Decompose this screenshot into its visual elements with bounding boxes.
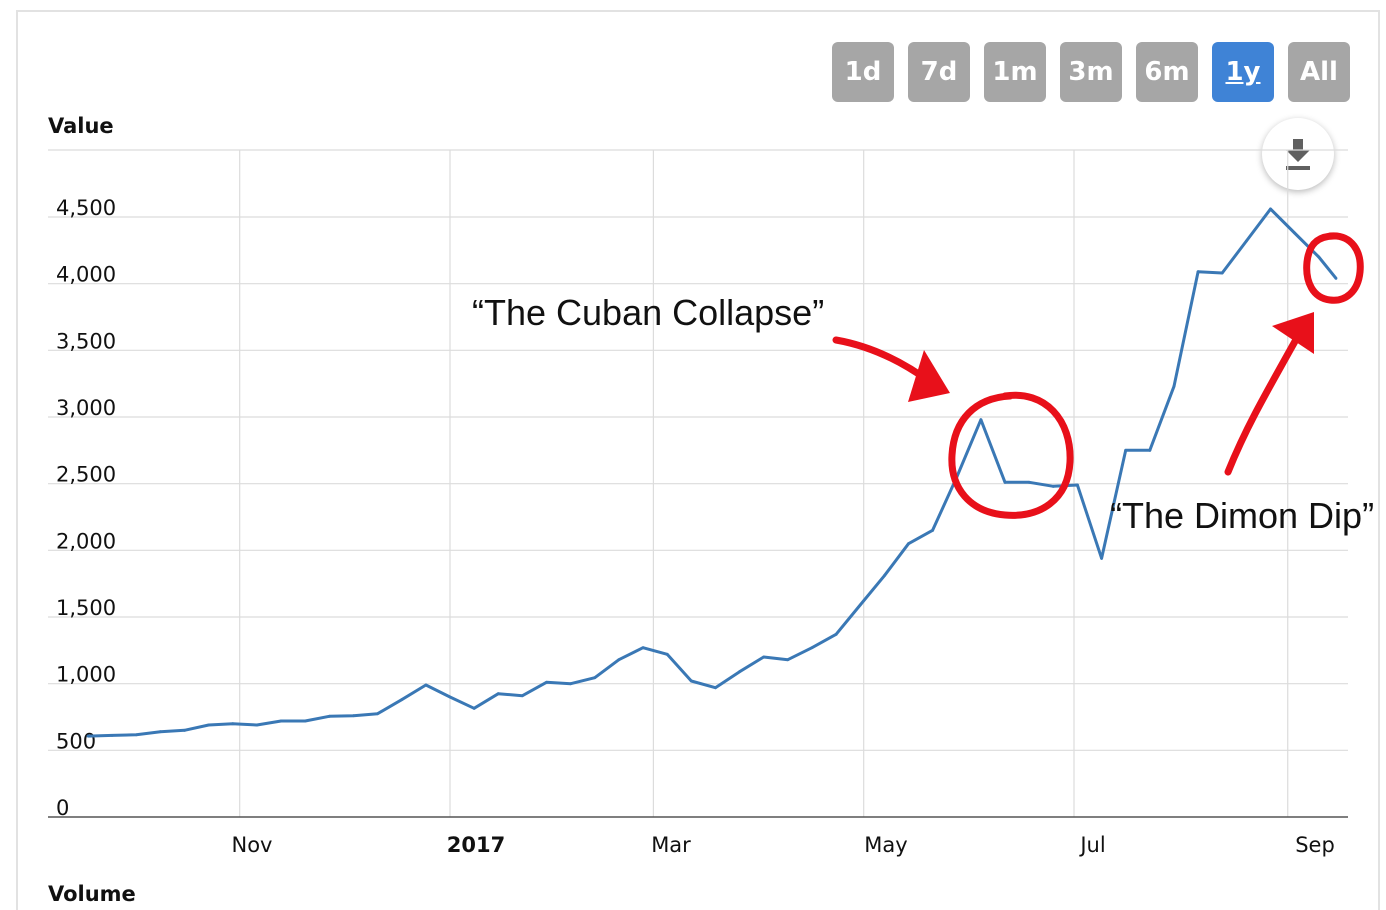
data-point (593, 676, 597, 680)
data-point (882, 574, 886, 578)
data-point (1003, 480, 1007, 484)
data-point (665, 652, 669, 656)
data-point (641, 646, 645, 650)
data-point (255, 723, 259, 727)
x-axis-ticks: Nov 2017 Mar May Jul Sep (232, 833, 1335, 857)
x-tick-label: May (864, 833, 907, 857)
data-point (617, 658, 621, 662)
annotation-circle-cuban (948, 391, 1074, 519)
y-axis-ticks: 0 500 1,000 1,500 2,000 2,500 3,000 3,500 4,000 4… (56, 196, 116, 820)
data-point (1124, 448, 1128, 452)
data-point (1334, 276, 1338, 280)
data-point (520, 694, 524, 698)
annotation-arrowhead-dimon (1272, 312, 1314, 354)
data-point (327, 714, 331, 718)
data-point (569, 682, 573, 686)
data-point (1076, 483, 1079, 487)
range-button-1d[interactable]: 1d (832, 42, 894, 102)
data-point (279, 719, 283, 723)
data-point (714, 686, 717, 690)
data-point (1027, 480, 1031, 484)
chart-frame (16, 10, 1380, 910)
data-point (1100, 556, 1103, 560)
data-point (158, 730, 162, 734)
range-button-7d[interactable]: 7d (908, 42, 970, 102)
range-button-1y[interactable]: 1y (1212, 42, 1274, 102)
data-point (352, 714, 355, 718)
x-tick-label: Jul (1078, 833, 1105, 857)
data-point (448, 695, 452, 699)
y-tick-label: 500 (56, 729, 96, 753)
data-point (400, 698, 404, 702)
y-tick-label: 2,000 (56, 529, 116, 553)
y-tick-label: 3,000 (56, 396, 116, 420)
series-layer (86, 207, 1338, 738)
data-point (689, 679, 693, 683)
annotation-circle-dimon (1303, 232, 1364, 304)
data-point (907, 542, 910, 546)
range-button-3m[interactable]: 3m (1060, 42, 1122, 102)
data-point (1051, 484, 1055, 488)
data-point (207, 723, 211, 727)
grid-lines (48, 149, 1348, 818)
x-tick-label: Mar (651, 833, 691, 857)
range-button-all[interactable]: All (1288, 42, 1350, 102)
data-point (545, 680, 548, 684)
data-point (134, 733, 138, 737)
data-point (303, 719, 307, 723)
data-point (834, 632, 838, 636)
data-point (183, 728, 186, 732)
data-point (424, 683, 428, 687)
data-point (858, 603, 862, 607)
y-tick-label: 1,500 (56, 596, 116, 620)
annotation-arrow-dimon (1224, 332, 1302, 476)
y-tick-label: 4,500 (56, 196, 116, 220)
annotation-arrowhead-cuban (908, 350, 950, 402)
volume-label: Volume (48, 882, 136, 906)
series-line-0 (87, 207, 1338, 738)
range-button-6m[interactable]: 6m (1136, 42, 1198, 102)
data-point (1220, 271, 1224, 275)
data-point (1317, 255, 1321, 259)
y-tick-label: 4,000 (56, 263, 116, 287)
x-tick-label: Nov (232, 833, 273, 857)
data-point (110, 734, 114, 737)
data-point (738, 670, 741, 674)
y-tick-label: 3,500 (56, 329, 116, 353)
annotation-layer: “The Cuban Collapse” “The Dimon Dip” (472, 232, 1374, 536)
data-point (86, 734, 90, 738)
y-tick-label: 0 (56, 796, 69, 820)
data-point (1269, 207, 1272, 211)
data-point (231, 722, 235, 726)
annotation-dimon-dip: “The Dimon Dip” (1110, 495, 1374, 536)
annotation-cuban-collapse: “The Cuban Collapse” (472, 292, 824, 333)
data-point (1196, 270, 1200, 274)
y-axis-title: Value (48, 114, 114, 138)
data-point (1244, 239, 1248, 243)
y-tick-label: 2,500 (56, 463, 116, 487)
x-tick-label: Sep (1295, 833, 1335, 857)
data-point (1148, 448, 1152, 452)
download-button[interactable] (1262, 118, 1334, 190)
data-point (810, 646, 814, 650)
data-point (979, 418, 983, 422)
data-point (786, 658, 790, 662)
data-point (762, 655, 766, 659)
data-point (931, 528, 935, 532)
data-point (1293, 231, 1297, 235)
y-tick-label: 1,000 (56, 663, 116, 687)
range-button-1m[interactable]: 1m (984, 42, 1046, 102)
data-point (376, 712, 379, 716)
data-point (1172, 384, 1176, 388)
data-point (472, 706, 476, 710)
x-tick-label: 2017 (447, 833, 505, 857)
data-point (496, 692, 500, 696)
